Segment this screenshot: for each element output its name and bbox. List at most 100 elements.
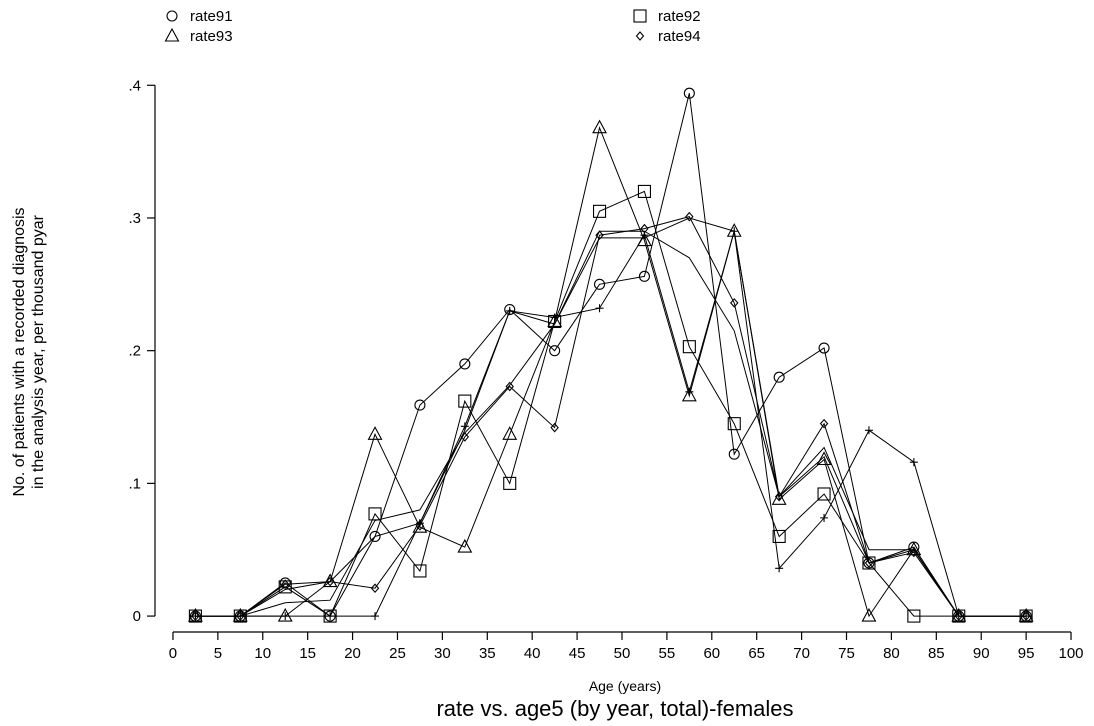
data-point [862, 556, 876, 570]
legend-label: rate94 [658, 28, 701, 45]
y-tick-label: .1 [128, 475, 141, 492]
data-point [637, 184, 651, 198]
data-point [458, 394, 472, 408]
data-point [547, 313, 563, 328]
data-point [415, 521, 425, 531]
data-point [817, 487, 831, 501]
x-tick-label: 50 [614, 645, 631, 662]
x-axis: 0 5 10 15 20 25 30 35 40 45 50 55 60 65 70 75 80 85 90 95 10… [169, 631, 1084, 662]
legend-item: rate94 [635, 28, 701, 45]
series-rate91 [189, 87, 1032, 622]
x-tick-label: 5 [214, 645, 222, 662]
legend: rate91 rate92 rate93 rate94 [164, 8, 701, 45]
data-point [638, 270, 650, 282]
data-point [730, 227, 739, 236]
data-point [861, 607, 877, 622]
x-tick-label: 90 [973, 645, 990, 662]
data-point [413, 564, 427, 578]
data-point [728, 448, 740, 460]
x-tick-label: 55 [659, 645, 676, 662]
y-tick-label: 0 [133, 608, 141, 625]
x-tick-label: 35 [479, 645, 496, 662]
data-point [280, 579, 290, 590]
data-point [326, 612, 335, 621]
legend-marker-triangle [164, 27, 180, 42]
x-tick-label: 80 [883, 645, 900, 662]
data-point [414, 399, 426, 411]
data-point [595, 230, 604, 241]
data-point [685, 387, 694, 396]
y-axis: 0 .1 .2 .3 .4 [128, 77, 156, 625]
x-tick-label: 65 [748, 645, 765, 662]
x-tick-label: 15 [299, 645, 316, 662]
data-point [775, 564, 784, 573]
data-point [683, 87, 695, 99]
data-point [774, 491, 784, 502]
legend-item: rate92 [633, 8, 701, 25]
y-axis-label-line-2: in the analysis year, per thousand pyar [30, 214, 47, 489]
legend-label: rate91 [190, 8, 233, 25]
data-point [550, 422, 559, 433]
x-tick-label: 95 [1018, 645, 1035, 662]
series-line [195, 93, 1027, 617]
series-line [195, 217, 1027, 617]
data-point [549, 345, 561, 357]
data-point [457, 538, 473, 553]
data-point [502, 426, 518, 440]
data-point [726, 223, 742, 237]
series-line [195, 230, 1027, 617]
legend-label: rate93 [190, 28, 233, 45]
chart-title: rate vs. age5 (by year, total)-females [436, 696, 793, 721]
data-point [640, 231, 649, 240]
y-tick-label: .3 [128, 210, 141, 227]
series-line-5 [191, 227, 1031, 621]
data-point [277, 607, 293, 622]
data-point [818, 342, 830, 354]
data-point [593, 278, 606, 290]
data-point [730, 298, 739, 308]
x-tick-label: 85 [928, 645, 945, 662]
x-tick-label: 0 [169, 645, 177, 662]
data-point [682, 340, 696, 354]
data-point [595, 304, 604, 313]
series-line-7 [195, 217, 1027, 617]
series-rate94 [191, 211, 1031, 621]
data-point [503, 476, 517, 490]
legend-marker-circle [166, 10, 178, 22]
x-tick-label: 20 [344, 645, 361, 662]
series-line [195, 190, 1027, 617]
legend-item: rate91 [166, 8, 233, 25]
data-point [816, 451, 832, 466]
data-point [325, 576, 335, 587]
x-tick-label: 75 [838, 645, 855, 662]
series-layer [187, 87, 1034, 623]
data-point [368, 507, 382, 521]
data-point [906, 541, 922, 556]
series-rate92 [188, 184, 1033, 623]
legend-marker-diamond [635, 31, 645, 41]
x-axis-label: Age (years) [589, 678, 661, 694]
legend-item: rate93 [164, 27, 233, 45]
y-axis-label-line-1: No. of patients with a recorded diagnosi… [11, 207, 28, 496]
legend-label: rate92 [658, 8, 701, 25]
x-tick-label: 10 [254, 645, 271, 662]
data-point [954, 612, 963, 621]
data-point [1022, 612, 1031, 621]
data-point [281, 612, 290, 621]
data-point [909, 458, 918, 467]
data-point [505, 381, 514, 392]
data-point [909, 547, 919, 558]
data-point [369, 530, 381, 543]
series-rate93 [187, 119, 1034, 622]
data-point [864, 426, 873, 435]
x-tick-label: 70 [793, 645, 810, 662]
series-line [195, 231, 1027, 617]
data-point [505, 306, 514, 315]
data-point [460, 422, 469, 431]
data-point [727, 417, 741, 431]
data-point [191, 612, 200, 621]
legend-marker-square [633, 9, 647, 23]
data-point [681, 387, 697, 402]
x-tick-label: 40 [524, 645, 541, 662]
